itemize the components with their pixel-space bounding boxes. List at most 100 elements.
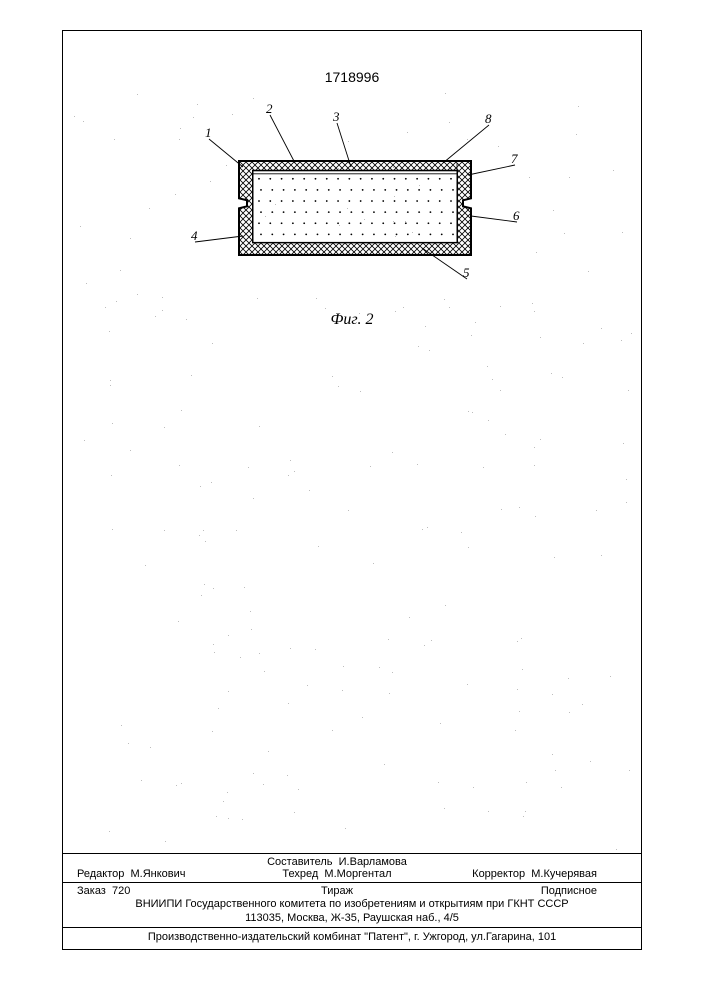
credits-row-bottom: Редактор М.Янкович Техред М.Моргентал Ко… [63,868,641,880]
noise-dot [425,326,426,327]
noise-dot [179,465,180,466]
publisher-line-2: 113035, Москва, Ж-35, Раушская наб., 4/5 [63,911,641,925]
compiler-label: Составитель [267,856,332,868]
noise-dot [601,328,602,329]
noise-dot [555,770,556,771]
noise-dot [307,685,308,686]
noise-dot [601,555,602,556]
techred-label: Техред [282,868,318,880]
noise-dot [536,252,537,253]
noise-dot [501,509,502,510]
noise-dot [318,546,319,547]
noise-dot [145,565,146,566]
noise-dot [205,541,206,542]
corrector-label: Корректор [472,868,525,880]
noise-dot [440,723,441,724]
noise-dot [149,208,150,209]
noise-dot [444,808,445,809]
noise-dot [263,784,264,785]
noise-dot [294,471,295,472]
noise-dot [492,379,493,380]
noise-dot [345,828,346,829]
noise-dot [467,139,468,140]
noise-dot [395,311,396,312]
noise-dot [500,306,501,307]
noise-dot [226,165,227,166]
editor-name: М.Янкович [130,868,185,880]
noise-dot [626,479,627,480]
noise-dot [218,708,219,709]
noise-dot [468,547,469,548]
noise-dot [121,725,122,726]
noise-dot [487,366,488,367]
noise-dot [626,502,627,503]
noise-dot [588,271,589,272]
noise-dot [534,447,535,448]
noise-dot [540,337,541,338]
noise-dot [424,645,425,646]
noise-dot [287,775,288,776]
noise-dot [201,595,202,596]
order-label: Заказ [77,885,106,897]
noise-dot [623,443,624,444]
compiler-name: И.Варламова [339,856,407,868]
noise-dot [240,657,241,658]
noise-dot [223,801,224,802]
noise-dot [211,482,212,483]
noise-dot [110,385,111,386]
noise-dot [535,516,536,517]
noise-dot [250,611,251,612]
noise-dot [141,780,142,781]
noise-dot [130,450,131,451]
noise-dot [407,132,408,133]
noise-dot [523,816,524,817]
noise-dot [427,527,428,528]
noise-dot [552,694,553,695]
noise-dot [468,411,469,412]
noise-dot [362,717,363,718]
noise-dot [519,507,520,508]
noise-dot [360,391,361,392]
noise-dot [628,390,629,391]
noise-dot [309,490,310,491]
noise-dot [227,792,228,793]
noise-dot [522,669,523,670]
noise-dot [583,343,584,344]
noise-dot [392,672,393,673]
noise-dot [348,510,349,511]
noise-dot [199,535,200,536]
noise-dot [191,375,192,376]
noise-dot [582,704,583,705]
noise-dot [236,530,237,531]
noise-dot [253,773,254,774]
noise-dot [551,373,552,374]
order-number: 720 [112,885,130,897]
noise-dot [629,770,630,771]
noise-dot [105,307,106,308]
noise-dot [332,376,333,377]
noise-dot [488,811,489,812]
noise-dot [128,743,129,744]
noise-dot [109,331,110,332]
noise-dot [388,639,389,640]
noise-dot [259,653,260,654]
noise-dot [568,678,569,679]
noise-dot [178,621,179,622]
noise-dot [114,139,115,140]
noise-dot [110,380,111,381]
noise-dot [631,333,632,334]
noise-dot [526,782,527,783]
noise-dot [417,464,418,465]
noise-dot [517,689,518,690]
techred-name: М.Моргентал [324,868,391,880]
noise-dot [164,427,165,428]
noise-dot [569,177,570,178]
noise-dot [213,644,214,645]
noise-dot [590,761,591,762]
noise-dot [471,335,472,336]
editor-label: Редактор [77,868,124,880]
noise-dot [373,563,374,564]
noise-dot [561,787,562,788]
noise-dot [418,346,419,347]
noise-dot [500,390,501,391]
